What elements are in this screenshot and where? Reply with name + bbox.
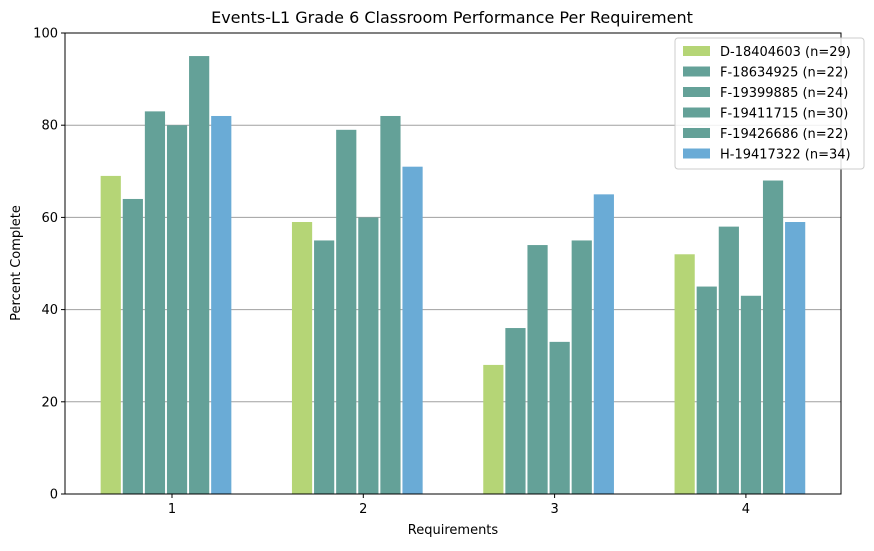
legend-swatch bbox=[683, 87, 710, 97]
legend-label: F-18634925 (n=22) bbox=[720, 66, 848, 81]
bar bbox=[402, 166, 423, 494]
bar bbox=[674, 254, 695, 494]
y-axis-label: Percent Complete bbox=[9, 205, 24, 321]
y-axis-ticks: 0 20 40 60 80 100 bbox=[33, 27, 65, 503]
bar bbox=[358, 217, 379, 494]
bar bbox=[505, 328, 526, 494]
legend-box bbox=[674, 37, 865, 170]
bar bbox=[336, 129, 357, 494]
legend-swatch bbox=[683, 148, 710, 159]
x-axis-label: Requirements bbox=[408, 523, 499, 538]
bar bbox=[718, 226, 739, 494]
bar bbox=[380, 115, 401, 494]
legend-label: F-19426686 (n=22) bbox=[720, 127, 848, 142]
x-tick-label: 3 bbox=[550, 502, 558, 517]
legend-label: D-18404603 (n=29) bbox=[720, 45, 851, 60]
bar bbox=[211, 115, 232, 494]
y-tick-label: 100 bbox=[33, 27, 58, 42]
x-tick-label: 2 bbox=[359, 502, 367, 517]
legend-swatch bbox=[683, 107, 710, 118]
x-tick-label: 1 bbox=[168, 502, 176, 517]
y-tick-label: 60 bbox=[41, 211, 58, 226]
legend-swatch bbox=[683, 66, 710, 77]
chart-title: Events-L1 Grade 6 Classroom Performance … bbox=[211, 8, 693, 27]
bar bbox=[100, 175, 121, 494]
bar bbox=[593, 194, 614, 494]
legend-swatch bbox=[683, 128, 710, 138]
bar bbox=[122, 198, 143, 494]
y-tick-label: 20 bbox=[41, 395, 58, 410]
bar bbox=[571, 240, 592, 494]
x-tick-label: 4 bbox=[742, 502, 750, 517]
y-tick-label: 40 bbox=[41, 303, 58, 318]
bars bbox=[100, 56, 806, 495]
legend-label: H-19417322 (n=34) bbox=[720, 148, 851, 163]
y-tick-label: 80 bbox=[41, 119, 58, 134]
bar bbox=[696, 286, 717, 494]
bar bbox=[762, 180, 784, 494]
bar bbox=[527, 245, 548, 494]
bar bbox=[189, 56, 210, 495]
legend: D-18404603 (n=29) F-18634925 (n=22) F-1939… bbox=[674, 37, 865, 170]
y-tick-label: 0 bbox=[50, 488, 58, 503]
legend-swatch bbox=[683, 46, 710, 56]
x-axis-ticks: 1 2 3 4 bbox=[168, 494, 750, 517]
plot-frame bbox=[64, 32, 842, 495]
bar bbox=[314, 240, 335, 494]
bar bbox=[740, 295, 762, 494]
legend-label: F-19411715 (n=30) bbox=[720, 107, 848, 122]
bar bbox=[483, 364, 504, 494]
bar bbox=[549, 341, 570, 494]
bar bbox=[785, 222, 806, 494]
bar bbox=[144, 111, 166, 495]
legend-label: F-19399885 (n=24) bbox=[720, 86, 848, 101]
bar bbox=[166, 125, 188, 494]
bar bbox=[291, 222, 313, 494]
